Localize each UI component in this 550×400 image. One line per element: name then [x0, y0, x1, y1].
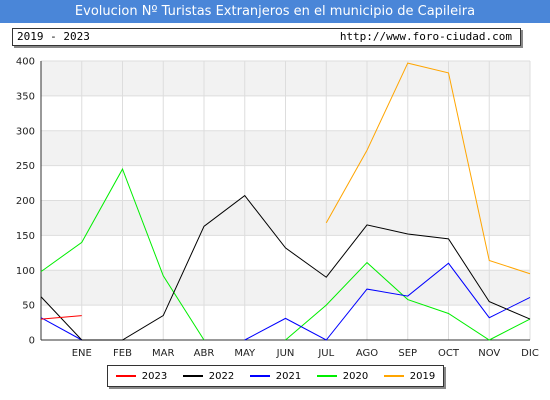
y-tick-label: 50 — [22, 301, 35, 312]
x-tick-labels: ENE FEB MAR ABR MAY JUN JUL AGO SEP OCT NOV DIC — [72, 348, 539, 359]
legend-swatch — [182, 375, 203, 377]
series-line-2023 — [40, 315, 82, 320]
legend-label: 2020 — [342, 370, 369, 382]
legend-item-2021: 2021 — [249, 370, 302, 382]
y-tick-label: 400 — [16, 57, 35, 68]
x-tick-label: ENE — [72, 348, 92, 359]
x-tick-label: ABR — [194, 348, 215, 359]
legend-item-2020: 2020 — [316, 370, 369, 382]
x-tick-label: DIC — [521, 348, 539, 359]
y-tick-label: 100 — [16, 266, 35, 277]
x-tick-label: AGO — [356, 348, 378, 359]
x-tick-label: JUL — [317, 348, 334, 359]
series-line-2021 — [40, 317, 82, 341]
legend-label: 2021 — [275, 370, 302, 382]
legend-label: 2023 — [141, 370, 168, 382]
period-label: 2019 - 2023 — [17, 30, 90, 43]
legend-item-2023: 2023 — [115, 370, 168, 382]
x-tick-label: FEB — [113, 348, 132, 359]
legend: 2023 2022 2021 2020 2019 — [107, 365, 444, 387]
y-tick-label: 0 — [29, 336, 35, 347]
y-tick-labels: 0 50 100 150 200 250 300 350 400 — [16, 57, 35, 347]
legend-label: 2022 — [208, 370, 235, 382]
legend-swatch — [316, 375, 337, 377]
x-tick-label: JUN — [276, 348, 295, 359]
x-tick-label: OCT — [438, 348, 460, 359]
y-tick-label: 250 — [16, 161, 35, 172]
series-line-2019 — [325, 62, 531, 275]
y-tick-label: 200 — [16, 196, 35, 207]
y-tick-label: 350 — [16, 91, 35, 102]
chart-subheader: 2019 - 2023 http://www.foro-ciudad.com — [12, 28, 521, 46]
legend-swatch — [115, 375, 136, 377]
legend-swatch — [249, 375, 270, 377]
series-lines — [40, 62, 531, 341]
y-tick-label: 150 — [16, 231, 35, 242]
x-tick-label: SEP — [398, 348, 417, 359]
source-url: http://www.foro-ciudad.com — [339, 30, 512, 43]
x-tick-label: NOV — [478, 348, 500, 359]
x-tick-label: MAY — [234, 348, 256, 359]
legend-item-2019: 2019 — [383, 370, 436, 382]
chart-title: Evolucion Nº Turistas Extranjeros en el … — [0, 0, 550, 23]
y-tick-label: 300 — [16, 126, 35, 137]
series-line-2021 — [244, 262, 531, 341]
series-line-2020 — [285, 261, 531, 341]
series-line-2020 — [40, 167, 205, 341]
legend-swatch — [383, 375, 404, 377]
legend-label: 2019 — [409, 370, 436, 382]
legend-item-2022: 2022 — [182, 370, 235, 382]
series-line-2022 — [40, 194, 531, 341]
x-tick-label: MAR — [152, 348, 174, 359]
